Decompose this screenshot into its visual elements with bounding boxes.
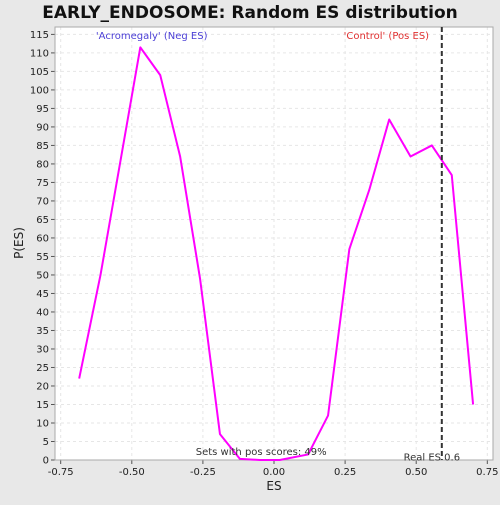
y-tick-label: 35: [36, 326, 49, 337]
grid-layer: [55, 27, 493, 461]
x-tick-label: 0.75: [476, 467, 498, 478]
y-tick-label: 50: [36, 270, 49, 281]
pos-es-label: 'Control' (Pos ES): [344, 31, 430, 42]
neg-es-label: 'Acromegaly' (Neg ES): [96, 31, 208, 42]
y-tick-label: 45: [36, 289, 49, 300]
x-tick-label: 0.25: [334, 467, 356, 478]
y-tick-label: 100: [30, 85, 49, 96]
x-tick-label: 0.50: [405, 467, 427, 478]
y-tick-label: 80: [36, 159, 49, 170]
y-tick-label: 10: [36, 418, 49, 429]
y-tick-label: 90: [36, 122, 49, 133]
y-tick-label: 85: [36, 141, 49, 152]
y-tick-label: 110: [30, 48, 49, 59]
axes-layer: 0 5 10 15 20 25 30 35 40 45 50 55 60 65 70 75 80 85 90 95 10…: [30, 26, 498, 478]
y-tick-label: 75: [36, 178, 49, 189]
y-tick-label: 30: [36, 344, 49, 355]
y-tick-label: 20: [36, 381, 49, 392]
x-axis-label: ES: [266, 479, 281, 493]
y-tick-label: 115: [30, 30, 49, 41]
series-layer: [78, 27, 475, 461]
y-tick-label: 0: [43, 456, 49, 467]
real-es-label: Real ES 0.6: [404, 453, 460, 464]
y-axis-label: P(ES): [12, 227, 26, 259]
y-tick-label: 55: [36, 252, 49, 263]
y-tick-label: 25: [36, 363, 49, 374]
pos-scores-annotation: Sets with pos scores: 49%: [196, 447, 327, 458]
y-tick-label: 70: [36, 196, 49, 207]
y-tick-label: 65: [36, 215, 49, 226]
x-tick-label: -0.25: [190, 467, 216, 478]
x-tick-label: 0.00: [263, 467, 285, 478]
y-tick-label: 5: [43, 437, 49, 448]
x-tick-label: -0.50: [119, 467, 145, 478]
y-tick-label: 60: [36, 233, 49, 244]
y-tick-label: 15: [36, 400, 49, 411]
chart-title: EARLY_ENDOSOME: Random ES distribution: [42, 3, 458, 23]
es-distribution-line: [78, 46, 475, 461]
y-tick-label: 105: [30, 67, 49, 78]
x-tick-label: -0.75: [48, 467, 74, 478]
y-tick-label: 95: [36, 104, 49, 115]
y-tick-label: 40: [36, 307, 49, 318]
